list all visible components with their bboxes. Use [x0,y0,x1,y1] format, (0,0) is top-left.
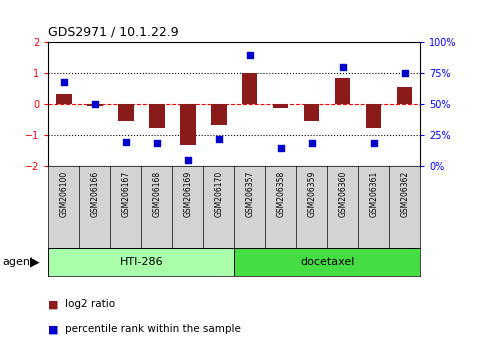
Text: agent: agent [2,257,35,267]
Bar [397,87,412,104]
Text: GSM206168: GSM206168 [152,170,161,217]
Text: GSM206361: GSM206361 [369,170,378,217]
Text: GSM206170: GSM206170 [214,170,223,217]
Text: GDS2971 / 10.1.22.9: GDS2971 / 10.1.22.9 [48,26,179,39]
FancyBboxPatch shape [234,248,420,276]
Bar [118,104,133,121]
Point [277,145,284,151]
Text: GSM206360: GSM206360 [338,170,347,217]
Bar [149,104,165,128]
Point [60,79,68,85]
Point [339,64,347,70]
Bar [180,104,196,145]
Point [401,70,409,76]
Bar [56,93,71,104]
Text: GSM206166: GSM206166 [90,170,99,217]
Text: GSM206167: GSM206167 [121,170,130,217]
Point [91,102,99,107]
Bar [273,104,288,108]
Point [215,136,223,142]
Point [308,140,315,146]
Point [246,52,254,58]
Bar [242,73,257,104]
Text: docetaxel: docetaxel [300,257,355,267]
Bar [335,78,351,104]
Text: HTI-286: HTI-286 [119,257,163,267]
Text: GSM206359: GSM206359 [307,170,316,217]
Bar [304,104,319,121]
Point [370,140,378,146]
Text: ▶: ▶ [30,256,40,268]
Point [153,140,161,146]
Point [184,157,192,163]
Text: percentile rank within the sample: percentile rank within the sample [65,324,241,334]
Text: GSM206358: GSM206358 [276,170,285,217]
Text: GSM206169: GSM206169 [183,170,192,217]
Bar [366,104,382,128]
Point [122,139,129,144]
Text: log2 ratio: log2 ratio [65,299,115,309]
Text: ■: ■ [48,299,59,309]
Bar [87,104,102,106]
Text: GSM206357: GSM206357 [245,170,254,217]
Text: GSM206100: GSM206100 [59,170,68,217]
Text: GSM206362: GSM206362 [400,170,409,217]
FancyBboxPatch shape [48,248,234,276]
Text: ■: ■ [48,324,59,334]
Bar [211,104,227,125]
